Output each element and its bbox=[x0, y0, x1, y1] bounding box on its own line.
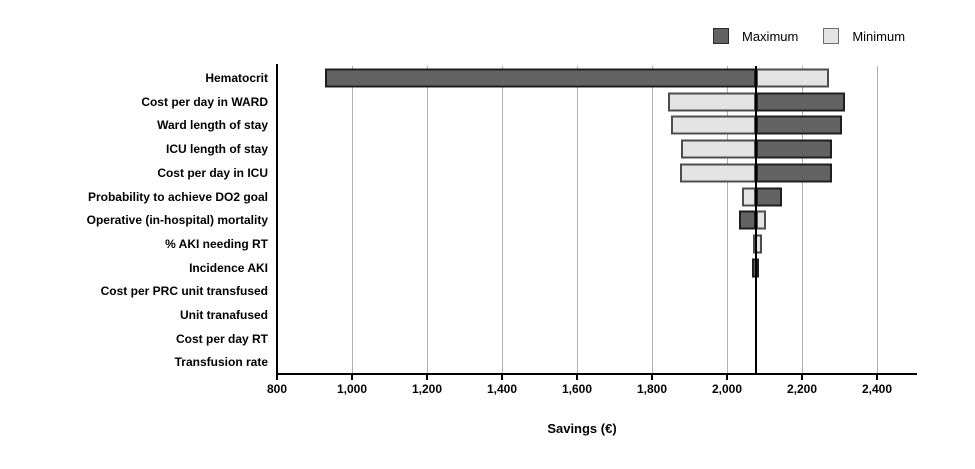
bar-minimum bbox=[752, 234, 762, 254]
category-label: Probability to achieve DO2 goal bbox=[87, 189, 268, 204]
legend-minimum-swatch bbox=[823, 28, 840, 44]
gridline bbox=[426, 66, 428, 373]
legend-minimum-label: Minimum bbox=[852, 28, 906, 44]
legend-maximum-label: Maximum bbox=[742, 28, 799, 44]
x-axis-title: Savings (€) bbox=[547, 421, 617, 436]
y-axis-line bbox=[276, 64, 278, 373]
bar-maximum bbox=[739, 210, 756, 230]
axis-tick bbox=[576, 375, 578, 380]
axis-tick bbox=[726, 375, 728, 380]
category-label: ICU length of stay bbox=[165, 142, 268, 157]
category-label: Ward length of stay bbox=[157, 118, 268, 133]
axis-tick bbox=[651, 375, 653, 380]
category-label: Unit tranafused bbox=[179, 308, 268, 322]
axis-tick bbox=[351, 375, 353, 380]
x-tick-label: 1,600 bbox=[561, 382, 593, 396]
gridline bbox=[801, 66, 803, 373]
x-axis-line bbox=[276, 373, 917, 375]
category-label: Transfusion rate bbox=[174, 355, 268, 370]
gridline bbox=[726, 66, 728, 373]
gridline bbox=[351, 66, 353, 373]
gridline bbox=[501, 66, 503, 373]
bar-maximum bbox=[755, 115, 842, 135]
legend: Maximum Minimum bbox=[713, 27, 930, 45]
bar-maximum bbox=[325, 68, 756, 88]
axis-tick bbox=[801, 375, 803, 380]
category-label: Cost per day in ICU bbox=[157, 165, 268, 180]
category-label: Operative (in-hospital) mortality bbox=[86, 213, 268, 228]
axis-tick bbox=[501, 375, 503, 380]
x-tick-label: 800 bbox=[266, 382, 288, 396]
x-tick-label: 1,000 bbox=[336, 382, 368, 396]
x-tick-label: 1,400 bbox=[486, 382, 518, 396]
category-label: % AKI needing RT bbox=[165, 236, 268, 251]
bar-minimum bbox=[680, 139, 756, 159]
bar-minimum bbox=[671, 115, 756, 135]
gridline bbox=[576, 66, 578, 373]
axis-tick bbox=[876, 375, 878, 380]
x-tick-label: 2,000 bbox=[711, 382, 743, 396]
bar-maximum bbox=[755, 163, 833, 183]
bar-minimum bbox=[668, 92, 756, 112]
bar-maximum bbox=[755, 92, 846, 112]
category-label: Cost per day in WARD bbox=[141, 94, 268, 109]
axis-tick bbox=[276, 375, 278, 380]
x-tick-label: 1,200 bbox=[411, 382, 443, 396]
category-label: Cost per day RT bbox=[175, 331, 268, 346]
legend-maximum-swatch bbox=[713, 28, 729, 44]
bar-minimum bbox=[755, 68, 830, 88]
category-label: Incidence AKI bbox=[189, 260, 268, 275]
axis-tick bbox=[426, 375, 428, 380]
gridline bbox=[651, 66, 653, 373]
baseline-marker bbox=[754, 66, 758, 373]
category-label: Hematocrit bbox=[205, 71, 268, 85]
x-tick-label: 2,400 bbox=[861, 382, 893, 396]
bar-minimum bbox=[680, 163, 756, 183]
category-label: Cost per PRC unit transfused bbox=[100, 284, 268, 299]
bar-minimum bbox=[755, 210, 766, 230]
x-tick-label: 1,800 bbox=[636, 382, 668, 396]
gridline bbox=[876, 66, 878, 373]
bar-maximum bbox=[755, 139, 833, 159]
x-tick-label: 2,200 bbox=[786, 382, 818, 396]
bar-maximum bbox=[755, 187, 782, 206]
